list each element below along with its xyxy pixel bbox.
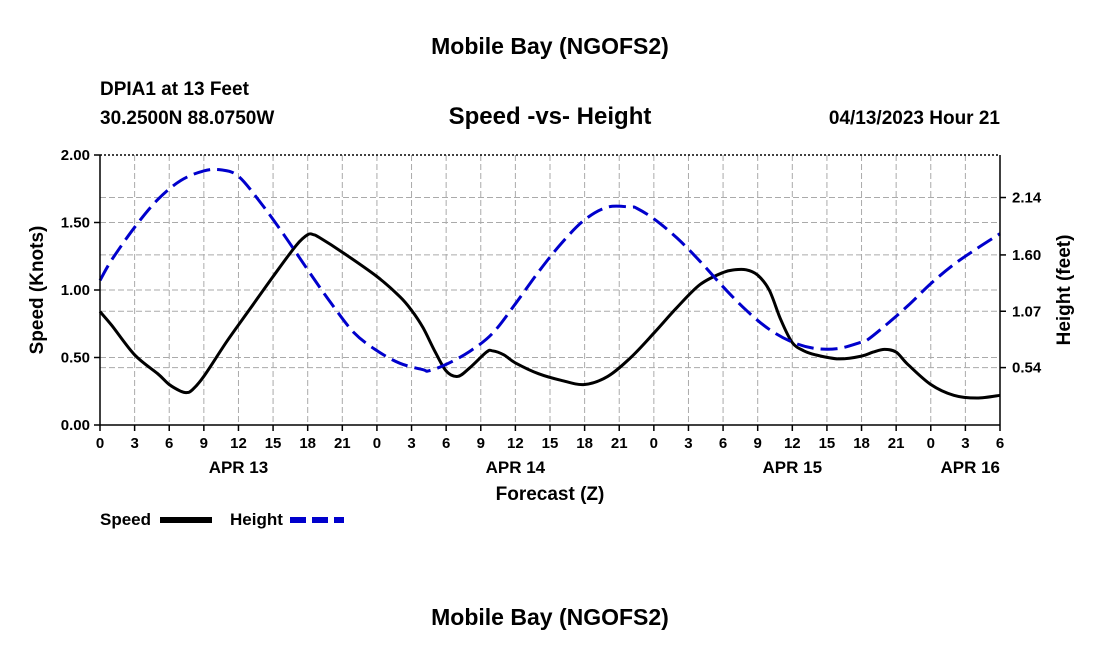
x-date-label: APR 16 [940,458,1000,477]
chart-subtitle: Speed -vs- Height [449,103,652,130]
x-tick-label: 12 [507,435,524,452]
x-tick-label: 18 [299,435,316,452]
x-tick-label: 9 [754,435,762,452]
legend-speed-label: Speed [100,510,151,529]
y2-tick-label: 2.14 [1012,190,1042,207]
x-tick-label: 18 [576,435,593,452]
x-tick-label: 15 [819,435,836,452]
station-coords: 30.2500N 88.0750W [100,108,274,129]
x-tick-label: 15 [542,435,559,452]
series-speed-line [98,232,1001,400]
x-tick-label: 6 [442,435,450,452]
x-tick-label: 12 [230,435,247,452]
axes: 0.00 0.50 1.00 1.50 2.00 0.54 1.07 1.60 2.14 0 3 6 9… [61,147,1042,477]
footer-title: Mobile Bay (NGOFS2) [431,604,669,630]
x-tick-label: 3 [130,435,138,452]
x-tick-label: 18 [853,435,870,452]
x-tick-label: 21 [888,435,905,452]
grid [100,154,1000,425]
x-tick-label: 0 [650,435,658,452]
x-tick-label: 9 [200,435,208,452]
x-axis-label: Forecast (Z) [496,484,605,505]
y-tick-label: 2.00 [61,147,90,164]
x-tick-label: 21 [334,435,351,452]
x-tick-label: 15 [265,435,282,452]
legend-height-label: Height [230,510,283,529]
forecast-timestamp: 04/13/2023 Hour 21 [829,108,1001,129]
x-tick-label: 21 [611,435,628,452]
x-tick-label: 3 [407,435,415,452]
y2-tick-label: 0.54 [1012,360,1042,377]
series [98,167,1001,400]
x-date-label: APR 15 [763,458,823,477]
y-tick-label: 0.50 [61,350,90,367]
x-tick-label: 3 [961,435,969,452]
x-tick-label: 0 [96,435,104,452]
x-date-label: APR 13 [209,458,269,477]
series-height-line [98,167,1001,373]
y2-tick-label: 1.60 [1012,247,1041,264]
x-tick-label: 6 [719,435,727,452]
chart-main-title: Mobile Bay (NGOFS2) [431,33,669,59]
x-tick-label: 12 [784,435,801,452]
station-label: DPIA1 at 13 Feet [100,79,250,100]
x-date-label: APR 14 [486,458,546,477]
legend: Speed Height [100,510,344,529]
y-tick-label: 1.00 [61,282,90,299]
x-tick-label: 0 [373,435,381,452]
x-tick-label: 3 [684,435,692,452]
x-tick-label: 0 [927,435,935,452]
x-tick-label: 9 [477,435,485,452]
y-tick-label: 0.00 [61,417,90,434]
y-axis-label: Speed (Knots) [27,226,48,355]
x-tick-label: 6 [996,435,1004,452]
y-tick-label: 1.50 [61,215,90,232]
y2-tick-label: 1.07 [1012,303,1041,320]
x-tick-label: 6 [165,435,173,452]
y2-axis-label: Height (feet) [1054,235,1075,346]
